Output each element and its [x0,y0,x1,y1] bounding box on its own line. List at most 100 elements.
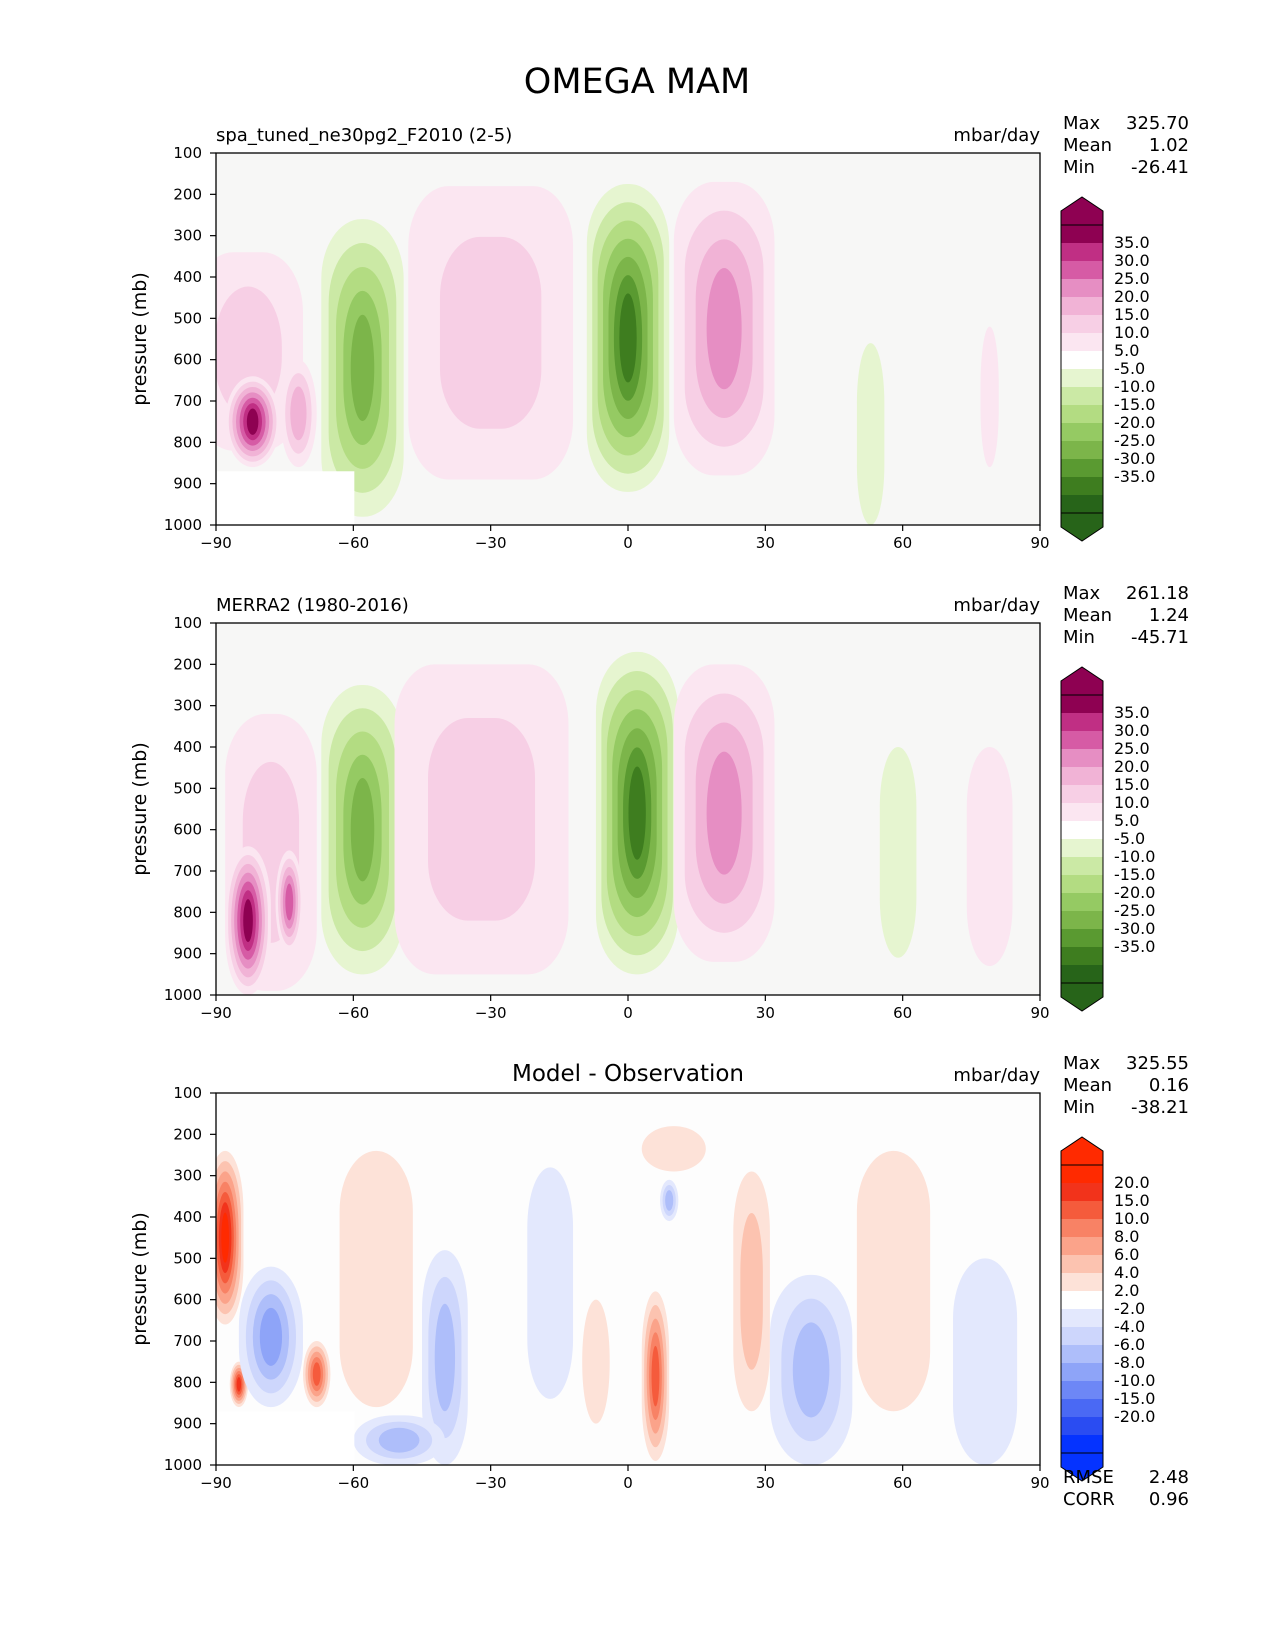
colorbar: 35.030.025.020.015.010.05.0-5.0-10.0-15.… [1060,666,1155,1012]
colorbar-band [1061,1255,1103,1273]
colorbar-band [1061,1345,1103,1363]
colorbar-band [1061,279,1103,297]
colorbar-label: -20.0 [1114,413,1155,432]
colorbar-label: -15.0 [1114,865,1155,884]
extra-stat-label: CORR [1063,1489,1115,1510]
contour-fills [216,181,999,525]
colorbar-extend-top [1060,196,1104,226]
contour-positive-12-level-1 [740,1213,763,1370]
x-tick-label: 90 [1030,1474,1049,1492]
colorbar-extend-bottom [1060,982,1104,1012]
contour-positive-3-level-4 [312,1362,321,1386]
contour-negative-6-level-2 [378,1427,420,1453]
y-tick-label: 200 [173,185,202,203]
y-tick-label: 400 [173,268,202,286]
y-tick-label: 1000 [164,1456,202,1474]
x-tick-label: −30 [475,534,507,552]
contour-positive-8-level-0 [966,747,1013,967]
stat-value: 325.70 [1126,113,1189,134]
stat-label: Min [1063,1097,1095,1118]
colorbar-band [1061,911,1103,929]
colorbar-label: -30.0 [1114,919,1155,938]
x-tick-label: −60 [338,1474,370,1492]
y-tick-label: 300 [173,1167,202,1185]
colorbar-band [1061,713,1103,731]
x-tick-label: −90 [200,534,232,552]
contour-positive-4-level-1 [427,717,536,921]
stat-label: Mean [1063,605,1112,626]
y-tick-label: 600 [173,351,202,369]
x-tick-label: 90 [1030,1004,1049,1022]
y-tick-label: 800 [173,433,202,451]
colorbar-extend-top [1060,1136,1104,1166]
colorbar-label: 5.0 [1114,341,1139,360]
contour-positive-1-level-6 [243,899,253,943]
y-tick-label: 600 [173,821,202,839]
colorbar-label: -5.0 [1114,359,1145,378]
contour-negative-5-level-2 [434,1303,456,1412]
contour-positive-4-level-1 [439,236,542,429]
stat-label: Mean [1063,1075,1112,1096]
y-tick-label: 300 [173,227,202,245]
colorbar-label: -15.0 [1114,1389,1155,1408]
colorbar-label: 8.0 [1114,1227,1139,1246]
colorbar-band [1061,947,1103,965]
contour-fills [225,651,1013,995]
contour-fills [216,1126,1018,1465]
x-tick-label: −30 [475,1004,507,1022]
colorbar-band [1061,1237,1103,1255]
colorbar-label: -6.0 [1114,1335,1145,1354]
colorbar-label: 10.0 [1114,323,1150,342]
y-tick-label: 900 [173,945,202,963]
colorbar-band [1061,821,1103,839]
panel-title-center: Model - Observation [512,1061,744,1087]
colorbar-band [1061,1219,1103,1237]
colorbar-band [1061,839,1103,857]
colorbar-label: 4.0 [1114,1263,1139,1282]
figure-title: OMEGA MAM [524,62,750,102]
colorbar-band [1061,459,1103,477]
contour-positive-8-level-0 [582,1299,610,1424]
colorbar-band [1061,495,1103,513]
colorbar-band [1061,893,1103,911]
colorbar-band [1061,423,1103,441]
colorbar-label: -20.0 [1114,883,1155,902]
colorbar-band [1061,731,1103,749]
colorbar-band [1061,1399,1103,1417]
contour-negative-13-level-2 [792,1322,830,1418]
x-tick-label: −60 [338,534,370,552]
colorbar-band [1061,1327,1103,1345]
contour-positive-6-level-3 [706,268,742,390]
colorbar-band [1061,1381,1103,1399]
colorbar-band [1061,315,1103,333]
colorbar-label: 15.0 [1114,1191,1150,1210]
colorbar-band [1061,1291,1103,1309]
contour-negative-7-level-0 [527,1167,574,1399]
contour-negative-3-level-4 [350,778,375,882]
x-tick-label: −90 [200,1474,232,1492]
x-tick-label: 60 [893,534,912,552]
x-tick-label: −60 [338,1004,370,1022]
colorbar-band [1061,1165,1103,1183]
y-tick-label: 700 [173,1332,202,1350]
stat-value: -26.41 [1131,157,1189,178]
colorbar-label: -30.0 [1114,449,1155,468]
contour-negative-11-level-2 [665,1190,674,1211]
colorbar-label: 10.0 [1114,1209,1150,1228]
contour-positive-9-level-4 [651,1345,660,1407]
x-tick-label: 60 [893,1474,912,1492]
y-tick-label: 600 [173,1291,202,1309]
colorbar-label: 30.0 [1114,721,1150,740]
colorbar-label: -10.0 [1114,847,1155,866]
stat-label: Max [1063,113,1101,134]
contour-positive-4-level-0 [339,1150,413,1408]
stat-value: 1.24 [1149,605,1189,626]
y-tick-label: 900 [173,475,202,493]
stat-value: -38.21 [1131,1097,1189,1118]
contour-positive-2-level-4 [285,883,294,921]
y-tick-label: 1000 [164,986,202,1004]
colorbar-band [1061,1435,1103,1453]
colorbar-band [1061,441,1103,459]
colorbar-label: -2.0 [1114,1299,1145,1318]
